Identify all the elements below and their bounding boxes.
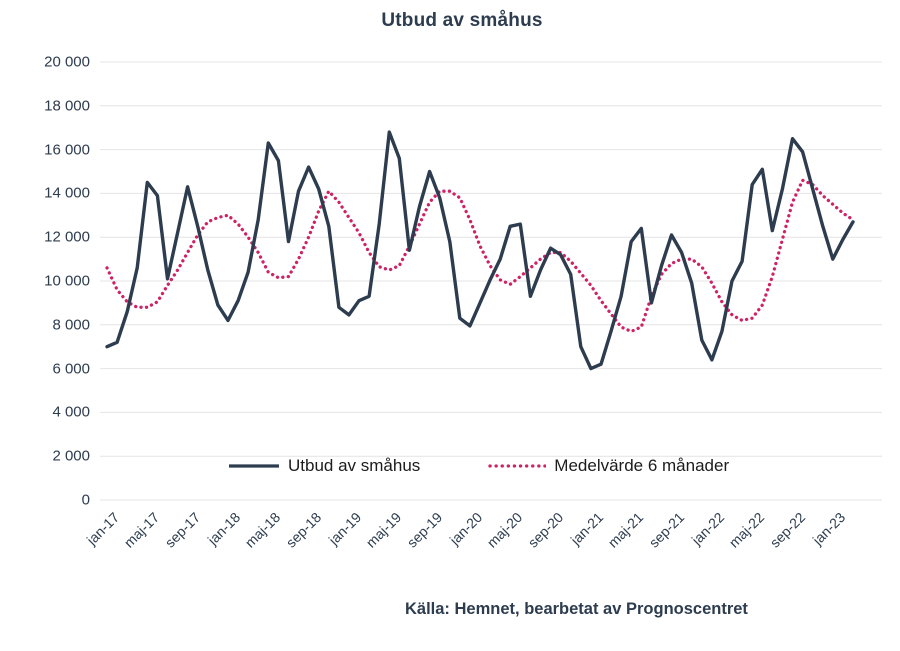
legend-swatch-solid-line xyxy=(229,464,279,468)
y-tick-label: 14 000 xyxy=(44,184,90,202)
y-tick-label: 10 000 xyxy=(44,272,90,290)
y-tick-label: 0 xyxy=(81,491,90,509)
legend-item-medelvarde: Medelvärde 6 månader xyxy=(488,456,729,476)
legend-item-utbud: Utbud av småhus xyxy=(228,456,420,476)
y-tick-label: 12 000 xyxy=(44,228,90,246)
legend-swatch-dotted-line xyxy=(488,464,547,468)
source-caption: Källa: Hemnet, bearbetat av Prognoscentr… xyxy=(405,600,748,618)
legend-label-medelvarde: Medelvärde 6 månader xyxy=(554,456,730,475)
y-tick-label: 6 000 xyxy=(52,360,90,378)
y-tick-label: 2 000 xyxy=(52,447,90,465)
series-utbud-line xyxy=(105,130,855,371)
y-tick-label: 18 000 xyxy=(44,97,90,115)
series-medelvarde-dotted-line xyxy=(105,178,855,334)
gridlines xyxy=(100,61,882,501)
y-tick-label: 8 000 xyxy=(52,316,90,334)
legend-label-utbud: Utbud av småhus xyxy=(288,456,421,475)
y-tick-label: 4 000 xyxy=(52,403,90,421)
legend: Utbud av småhus Medelvärde 6 månader xyxy=(228,456,729,476)
y-tick-label: 20 000 xyxy=(44,53,90,71)
y-tick-label: 16 000 xyxy=(44,141,90,159)
chart-title: Utbud av småhus xyxy=(381,10,543,31)
